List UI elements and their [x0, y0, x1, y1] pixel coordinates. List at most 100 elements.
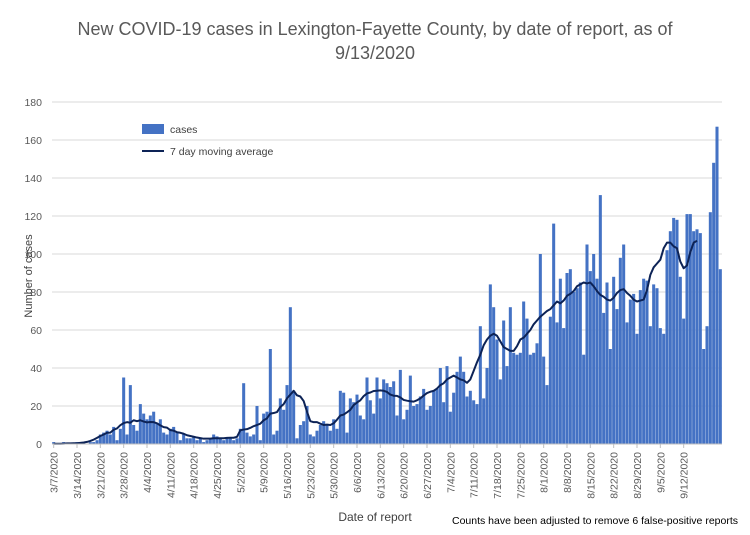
- bar: [548, 316, 552, 444]
- bar: [568, 269, 572, 444]
- x-tick-label: 6/13/2020: [375, 452, 387, 499]
- legend-bar-label: cases: [170, 124, 197, 136]
- bar: [635, 333, 639, 444]
- bar: [368, 400, 372, 444]
- bar: [685, 214, 689, 444]
- bar: [628, 299, 632, 444]
- bar: [155, 423, 159, 444]
- bar: [298, 425, 302, 444]
- bar: [538, 254, 542, 444]
- bar: [598, 195, 602, 444]
- bar: [715, 126, 719, 444]
- bar: [135, 430, 139, 444]
- bar: [355, 394, 359, 444]
- bar: [152, 411, 156, 444]
- bar: [652, 284, 656, 444]
- bar: [672, 217, 676, 444]
- bar: [195, 440, 199, 444]
- legend-line-label: 7 day moving average: [170, 146, 273, 158]
- bar: [472, 400, 476, 444]
- bar: [352, 402, 356, 444]
- bar: [695, 229, 699, 444]
- bar: [328, 430, 332, 444]
- bar: [202, 442, 206, 444]
- bar: [665, 250, 669, 444]
- bar: [418, 396, 422, 444]
- bar: [448, 411, 452, 444]
- x-tick-label: 5/16/2020: [282, 452, 294, 499]
- x-tick-label: 3/14/2020: [72, 452, 84, 499]
- bar: [185, 438, 189, 444]
- bar: [162, 432, 166, 444]
- bar: [435, 388, 439, 444]
- bar: [52, 442, 56, 444]
- bar: [315, 430, 319, 444]
- x-tick-label: 9/5/2020: [655, 452, 667, 493]
- bar: [238, 428, 242, 444]
- bar: [172, 426, 176, 444]
- bar: [392, 381, 396, 444]
- bar: [428, 406, 432, 444]
- x-tick-label: 9/12/2020: [679, 452, 691, 499]
- bar: [622, 244, 626, 444]
- x-tick-label: 8/22/2020: [609, 452, 621, 499]
- bar: [262, 413, 266, 444]
- bar: [232, 440, 236, 444]
- x-tick-label: 5/9/2020: [259, 452, 271, 493]
- bar: [688, 214, 692, 444]
- x-axis: 3/7/2020 3/14/2020 3/21/2020 3/28/2020 4/4/2…: [49, 443, 722, 499]
- bar: [165, 434, 169, 444]
- bar: [408, 375, 412, 444]
- bar: [275, 430, 279, 444]
- bar: [642, 278, 646, 444]
- bar: [545, 385, 549, 444]
- bar: [615, 309, 619, 444]
- x-tick-label: 6/6/2020: [352, 452, 364, 493]
- bar: [422, 388, 426, 444]
- bar: [442, 402, 446, 444]
- bar: [528, 354, 532, 444]
- bar: [395, 415, 399, 444]
- y-tick-label: 100: [24, 249, 42, 261]
- x-tick-label: 4/11/2020: [165, 452, 177, 498]
- bar: [465, 396, 469, 444]
- bar: [148, 415, 152, 444]
- y-tick-label: 40: [30, 363, 42, 375]
- x-tick-label: 4/4/2020: [142, 452, 154, 493]
- x-tick-label: 6/27/2020: [422, 452, 434, 499]
- bar: [705, 326, 709, 444]
- x-tick-label: 5/2/2020: [235, 452, 247, 493]
- x-tick-label: 5/30/2020: [329, 452, 341, 499]
- bar: [492, 307, 496, 444]
- bar: [252, 434, 256, 444]
- bar: [308, 434, 312, 444]
- bar: [558, 278, 562, 444]
- bar: [555, 322, 559, 444]
- bar: [535, 343, 539, 444]
- bar: [235, 438, 239, 444]
- bar: [562, 328, 566, 444]
- bar: [208, 438, 212, 444]
- bar: [128, 385, 132, 444]
- bar: [102, 432, 106, 444]
- bar: [505, 366, 509, 444]
- legend-bar-swatch: [142, 124, 164, 134]
- bar: [295, 438, 299, 444]
- bar: [468, 390, 472, 444]
- bar: [132, 425, 136, 444]
- bar: [692, 231, 696, 444]
- bar: [452, 392, 456, 444]
- y-tick-label: 140: [24, 173, 42, 185]
- bar: [182, 434, 186, 444]
- bar: [502, 320, 506, 444]
- bar: [575, 288, 579, 444]
- bar: [168, 428, 172, 444]
- bar: [565, 273, 569, 444]
- bar: [552, 223, 556, 444]
- bar: [602, 312, 606, 444]
- bar: [702, 349, 706, 444]
- bar: [678, 276, 682, 444]
- line-series: [53, 239, 698, 445]
- bar: [225, 438, 229, 444]
